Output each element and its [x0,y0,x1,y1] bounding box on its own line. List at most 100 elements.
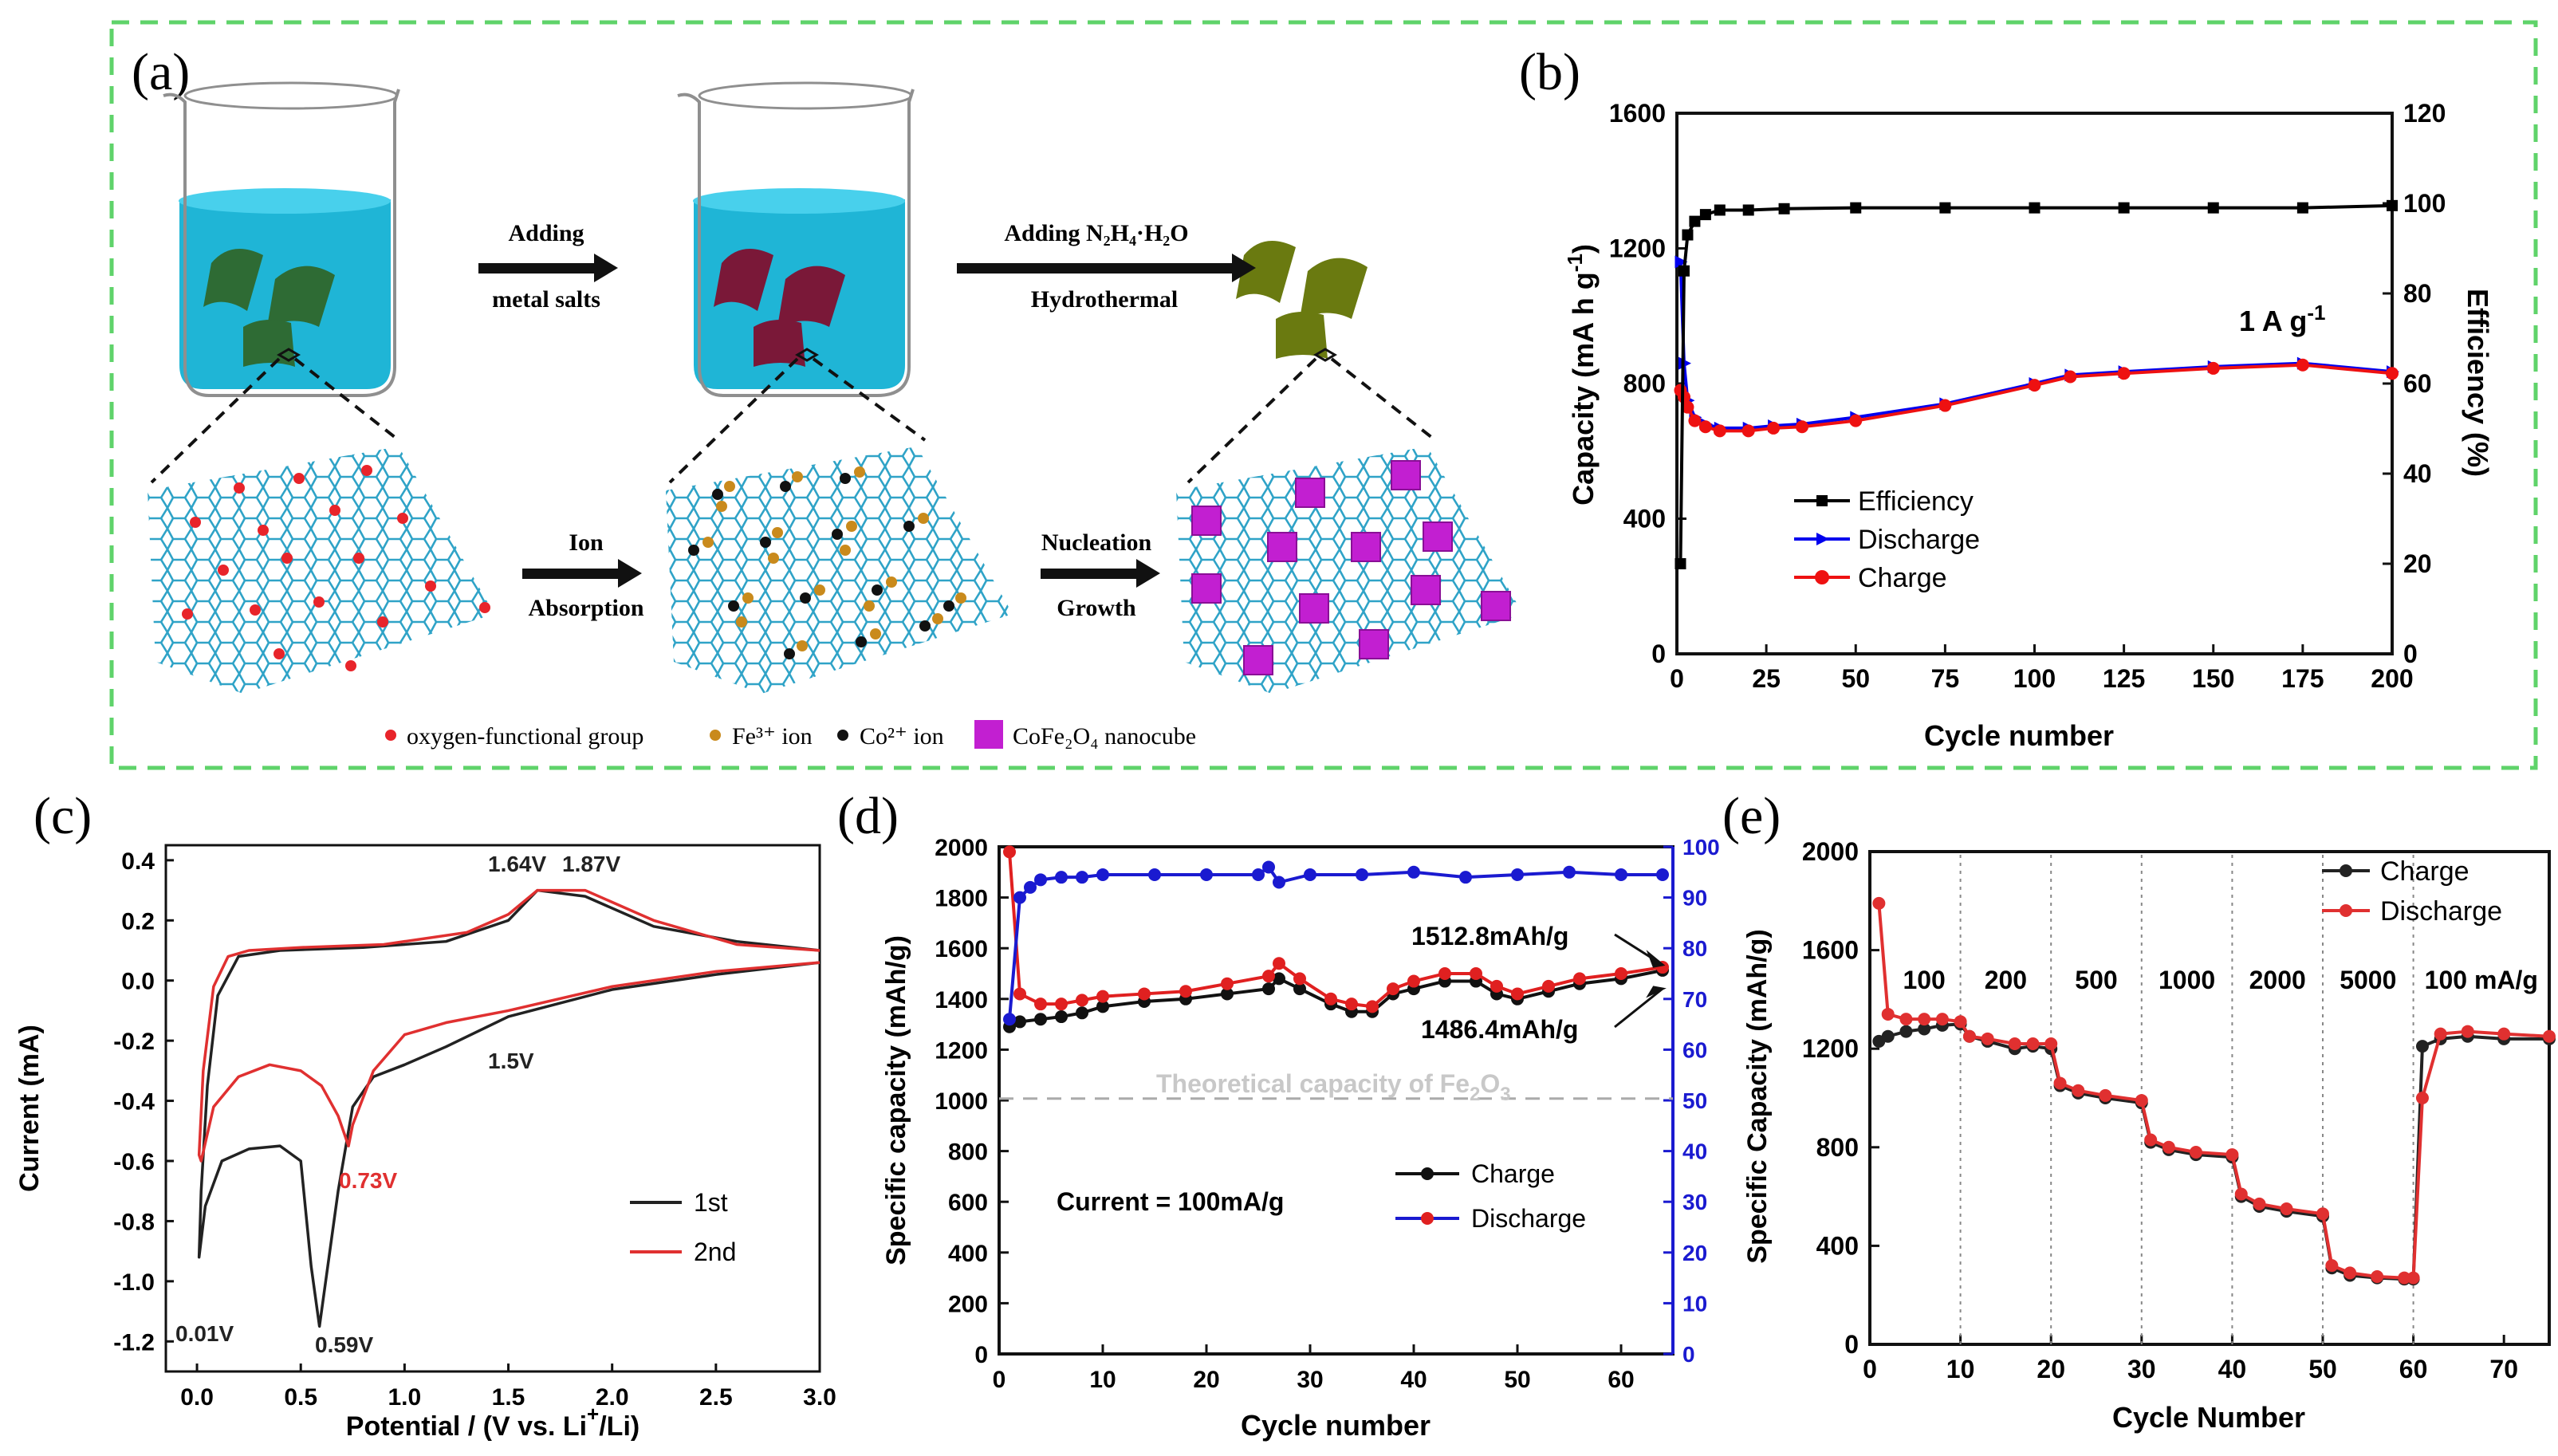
charge-point [2386,367,2399,380]
legend-marker [1816,533,1829,545]
discharge-point [1387,982,1399,996]
y2-tick-label: 40 [1682,1139,1707,1164]
peak-0-01v: 0.01V [175,1321,234,1346]
discharge-point [1055,998,1068,1011]
discharge-point [2543,1029,2556,1043]
discharge-point [2253,1197,2266,1210]
discharge-point [1076,994,1088,1007]
d-annotation-2: 1486.4mAh/g [1421,1015,1578,1044]
legend-marker [1816,495,1828,506]
coulombic-efficiency-point [1076,871,1088,884]
y-tick-label: -0.4 [113,1089,155,1116]
charge-point [1055,1010,1068,1024]
peak-0-73v: 0.73V [339,1168,397,1193]
y-tick-label: 800 [1623,369,1666,398]
coulombic-efficiency-point [1304,868,1316,881]
y-tick-label: 0 [1651,639,1666,668]
discharge-point [2406,1271,2420,1285]
rate-label: 100 [1903,966,1945,994]
x-tick-label: 150 [2192,664,2234,693]
y2-tick-label: 100 [1682,835,1720,860]
efficiency-point [1689,215,1701,227]
efficiency-point [1850,202,1862,214]
rate-label: 5000 [2340,966,2396,994]
graphene-sheet-3 [1176,447,1523,694]
y2-tick-label: 50 [1682,1088,1707,1113]
y2-tick-label: 20 [1682,1241,1707,1265]
step4-top: Nucleation [1041,529,1152,556]
discharge-point [1899,1013,1913,1026]
panel-a-legend: oxygen-functional group Fe³⁺ ion Co²⁺ io… [385,720,1196,750]
discharge-point [1954,1015,1967,1029]
y-tick-label: -0.2 [113,1029,155,1055]
legend-co: Co²⁺ ion [860,723,944,750]
coulombic-efficiency-point [1055,871,1068,884]
efficiency-point [1939,202,1951,214]
y-tick-label: 400 [1623,505,1666,533]
coulombic-efficiency-point [1200,868,1213,881]
discharge-point [2099,1088,2112,1102]
discharge-point [1872,896,1886,910]
panel-c: (c) 0.0 0.5 1.0 1.5 2.0 2.5 3.0 0.4 0.2 0.0 -0.2 -0… [14,787,836,1442]
discharge-line [1877,903,2550,1280]
coulombic-efficiency-point [1273,876,1285,889]
discharge-point [1179,985,1192,998]
step2-bottom: Hydrothermal [1031,286,1178,313]
step1-top: Adding [508,220,584,246]
x-tick-label: 200 [2371,664,2413,693]
panel-c-legend: 1st 2nd [630,1188,736,1266]
discharge-point [1013,987,1026,1001]
x-tick-label: 0 [993,1367,1006,1393]
peak-1-64v: 1.64V [488,852,546,876]
coulombic-efficiency-point [1407,865,1420,879]
charge-point [2206,361,2220,375]
x-tick-label: 125 [2103,664,2145,693]
rate-label: 1000 [2159,966,2215,994]
y2-tick-label: 120 [2403,99,2446,128]
x-tick-label: 0 [1670,664,1684,693]
coulombic-efficiency-point [1096,868,1109,881]
discharge-point [1935,1013,1949,1026]
panel-c-frame [164,844,821,1373]
ion-clusters [688,466,966,659]
y-tick-label: 1600 [935,936,988,962]
coulombic-efficiency-point [1511,868,1524,881]
discharge-point [2135,1094,2148,1108]
charge-line [1878,1022,2549,1281]
panel-d-label: (d) [837,787,899,845]
discharge-line [1678,262,2393,430]
coulombic-efficiency-point [1615,868,1627,881]
discharge-point [1881,1007,1895,1021]
coulombic-efficiency-point [1252,868,1265,881]
y-tick-label: 600 [948,1190,988,1216]
x-tick-label: 20 [2037,1355,2065,1383]
efficiency-point [1675,558,1686,569]
charge-point [2296,358,2309,372]
legend-label: Charge [1858,563,1947,593]
legend-marker [1815,570,1829,584]
y2-tick-label: 70 [1682,987,1707,1012]
coulombic-efficiency-point [1356,868,1368,881]
rate-label: 200 [1985,966,2027,994]
oxygen-group-icon [385,730,396,741]
efficiency-point [1742,204,1754,216]
discharge-point [2144,1133,2158,1147]
panel-b-xlabel: Cycle number [1924,719,2114,752]
y-tick-label: 400 [948,1241,988,1267]
x-tick-label: 3.0 [803,1384,836,1411]
y-tick-label: 800 [948,1139,988,1166]
x-tick-label: 2.0 [596,1384,629,1411]
nanocube-icon [974,720,1003,749]
y-tick-label: 1600 [1802,936,1859,965]
charge-point [1013,1015,1026,1029]
rate-label: 500 [2075,966,2117,994]
y-tick-label: -1.0 [113,1269,155,1296]
legend-label: Efficiency [1858,486,1974,517]
x-tick-label: 60 [2399,1355,2428,1383]
rate-labels: 100 200 500 1000 2000 5000 100 mA/g [1903,966,2537,994]
panel-d-xlabel: Cycle number [1241,1409,1431,1442]
rate-label: 2000 [2249,966,2306,994]
charge-point [1713,424,1726,438]
y-tick-label: 0 [1844,1330,1859,1359]
discharge-point [2280,1202,2293,1216]
